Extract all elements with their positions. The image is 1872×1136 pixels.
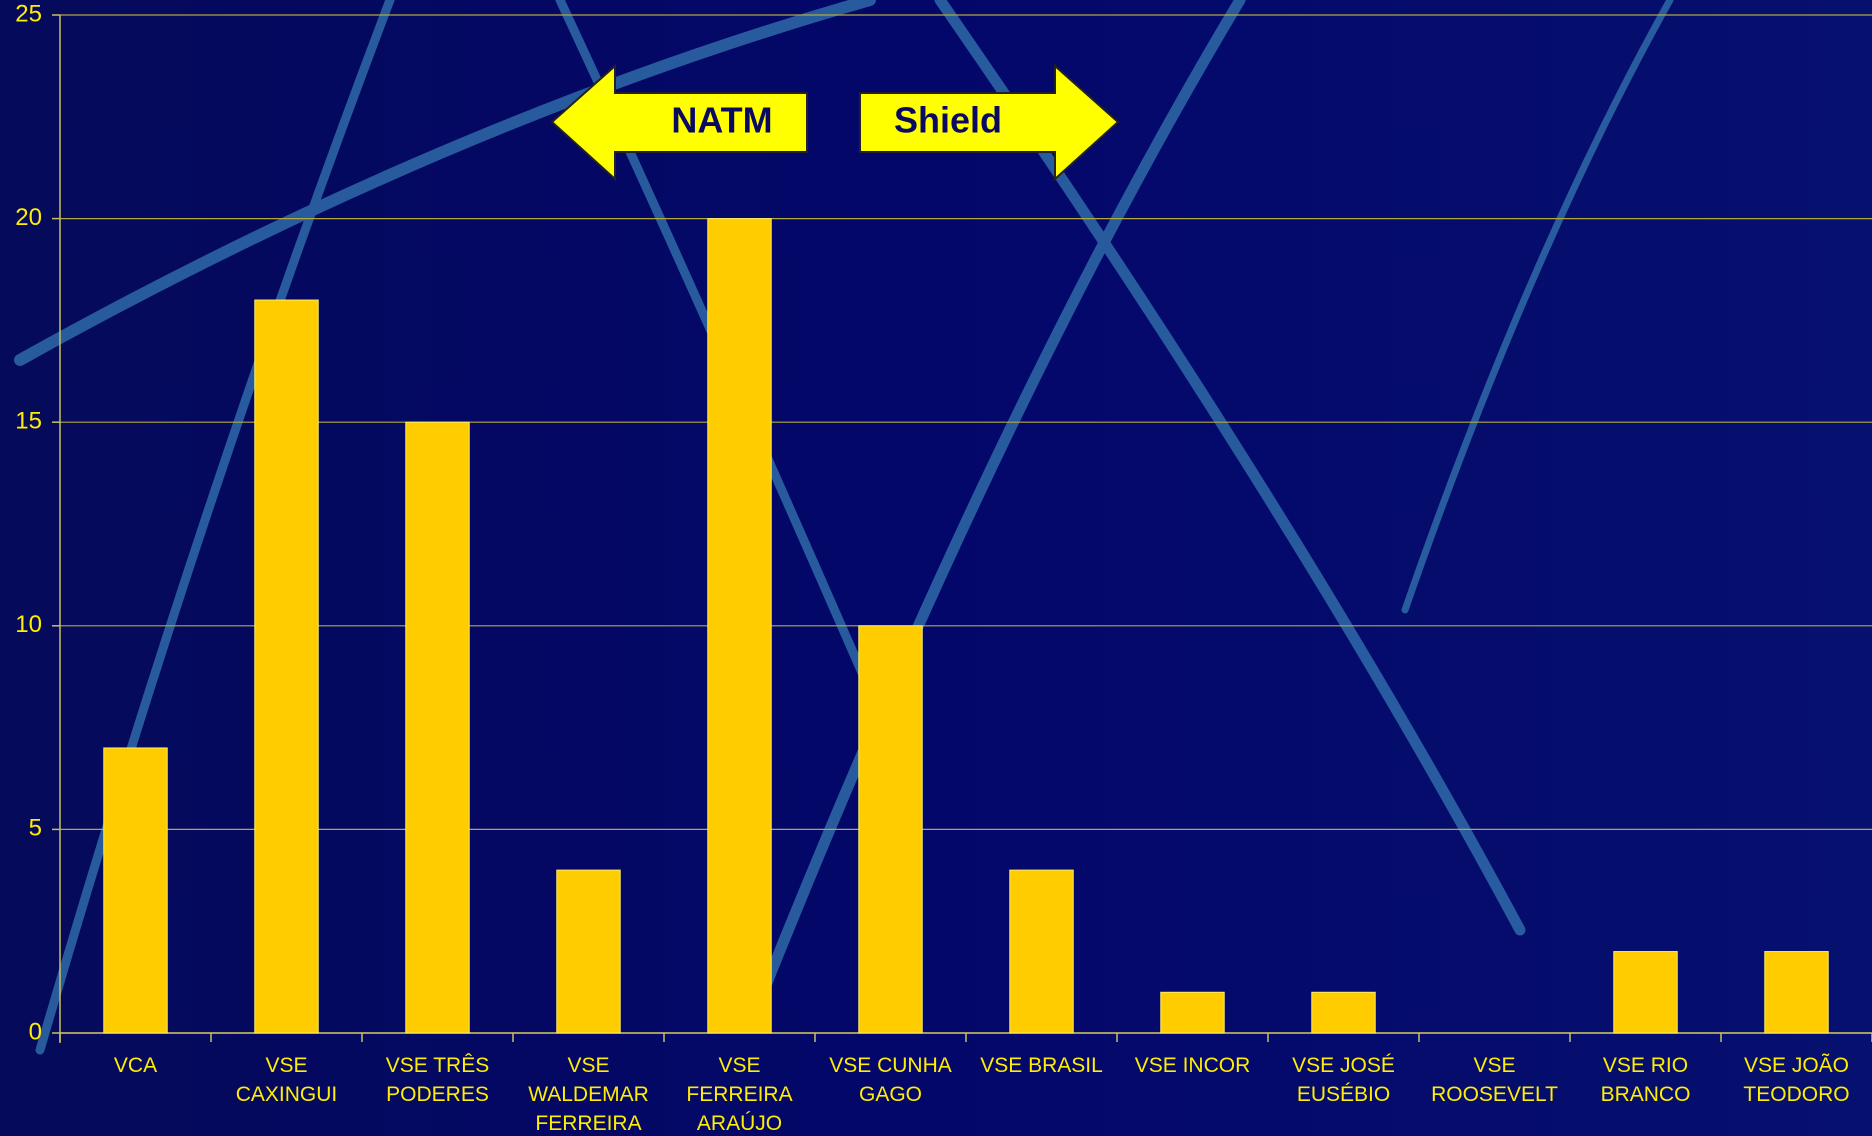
x-tick-label: VSE TRÊS PODERES bbox=[385, 1054, 490, 1106]
bar bbox=[1764, 951, 1829, 1034]
x-tick-label: VSE CUNHA GAGO bbox=[829, 1054, 952, 1106]
y-tick-label: 15 bbox=[15, 408, 42, 435]
y-tick-label: 5 bbox=[29, 815, 42, 842]
x-tick-label: VSE CAXINGUI bbox=[235, 1054, 338, 1106]
bar bbox=[707, 218, 772, 1034]
natm-label: NATM bbox=[671, 100, 772, 141]
y-tick-label: 25 bbox=[15, 0, 42, 27]
y-tick-label: 0 bbox=[29, 1018, 42, 1045]
x-tick-label: VSE ROOSEVELT bbox=[1431, 1054, 1558, 1106]
y-tick-label: 10 bbox=[15, 611, 42, 638]
x-tick-label: VSE BRASIL bbox=[980, 1054, 1103, 1077]
bar bbox=[405, 421, 470, 1034]
bar bbox=[1613, 951, 1678, 1034]
bar bbox=[858, 625, 923, 1034]
natm-arrow bbox=[550, 63, 808, 182]
x-tick-label: VSE JOÃO TEODORO bbox=[1743, 1054, 1850, 1106]
annotations: NATM Shield bbox=[550, 63, 1120, 182]
x-tick-label: VSE JOSÉ EUSÉBIO bbox=[1292, 1054, 1395, 1106]
bar bbox=[254, 299, 319, 1034]
bar bbox=[1009, 869, 1074, 1034]
x-tick-label: VSE INCOR bbox=[1134, 1054, 1251, 1077]
bar bbox=[1160, 991, 1225, 1034]
y-tick-label: 20 bbox=[15, 204, 42, 231]
shield-arrow bbox=[859, 63, 1120, 182]
x-tick-label: VSE WALDEMAR FERREIRA bbox=[528, 1054, 649, 1135]
x-tick-label: VSE RIO BRANCO bbox=[1600, 1054, 1691, 1106]
x-tick-label: VCA bbox=[113, 1054, 158, 1077]
bar bbox=[103, 747, 168, 1034]
bar bbox=[556, 869, 621, 1034]
x-tick-label: VSE FERREIRA ARAÚJO bbox=[686, 1054, 793, 1135]
shield-label: Shield bbox=[894, 100, 1002, 141]
bar bbox=[1311, 991, 1376, 1034]
